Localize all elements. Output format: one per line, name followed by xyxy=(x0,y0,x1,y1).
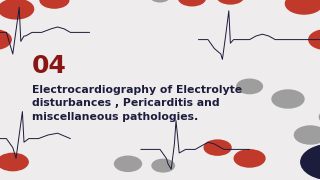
Circle shape xyxy=(234,150,265,167)
Circle shape xyxy=(319,109,320,125)
Circle shape xyxy=(0,30,11,50)
Circle shape xyxy=(272,90,304,108)
Circle shape xyxy=(40,0,69,8)
Circle shape xyxy=(217,0,244,4)
Circle shape xyxy=(309,30,320,50)
Text: Electrocardiography of Electrolyte
disturbances , Pericarditis and
miscellaneous: Electrocardiography of Electrolyte distu… xyxy=(32,85,242,122)
Circle shape xyxy=(301,144,320,180)
Circle shape xyxy=(0,153,28,171)
Circle shape xyxy=(294,126,320,144)
Circle shape xyxy=(179,0,205,6)
Circle shape xyxy=(115,156,141,171)
Circle shape xyxy=(152,159,174,172)
Circle shape xyxy=(150,0,170,2)
Circle shape xyxy=(204,140,231,155)
Text: 04: 04 xyxy=(32,54,67,78)
Circle shape xyxy=(285,0,320,14)
Circle shape xyxy=(237,79,262,94)
Circle shape xyxy=(0,0,34,19)
